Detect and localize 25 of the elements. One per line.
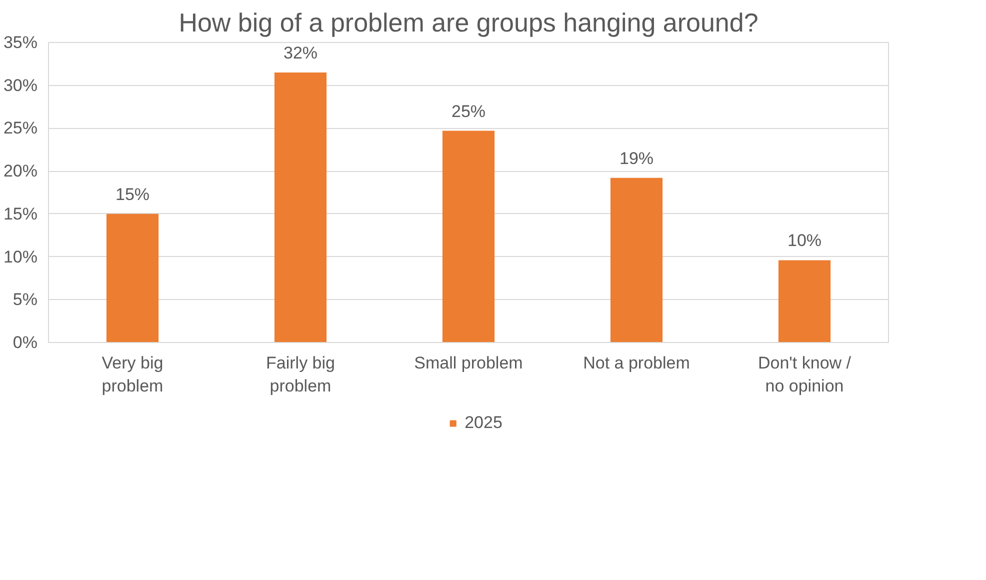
chart-title: How big of a problem are groups hanging around? xyxy=(178,8,758,38)
y-tick-label: 25% xyxy=(3,118,38,138)
y-tick-label: 15% xyxy=(3,204,38,224)
y-tick-label: 20% xyxy=(3,162,38,181)
y-tick-label: 5% xyxy=(12,290,38,310)
y-tick-label: 0% xyxy=(12,333,38,352)
x-tick-label: Very big problem xyxy=(102,354,164,396)
y-tick-label: 35% xyxy=(3,33,38,52)
data-label: 10% xyxy=(787,231,822,250)
data-label: 25% xyxy=(451,102,486,121)
bar xyxy=(442,130,495,342)
bar xyxy=(778,260,831,342)
legend-label: 2025 xyxy=(464,413,502,433)
data-label: 15% xyxy=(115,184,150,204)
x-tick-label: Small problem xyxy=(414,354,523,372)
bar xyxy=(610,178,663,342)
data-label: 32% xyxy=(283,44,318,62)
x-tick-label: Not a problem xyxy=(583,354,690,372)
x-tick-label: Don't know / no opinion xyxy=(758,354,852,396)
data-label: 19% xyxy=(619,148,654,168)
x-tick-label: Fairly big problem xyxy=(266,354,335,396)
y-tick-label: 30% xyxy=(3,76,38,95)
y-tick-label: 10% xyxy=(3,247,38,266)
bar xyxy=(106,214,159,342)
bar xyxy=(274,72,327,342)
